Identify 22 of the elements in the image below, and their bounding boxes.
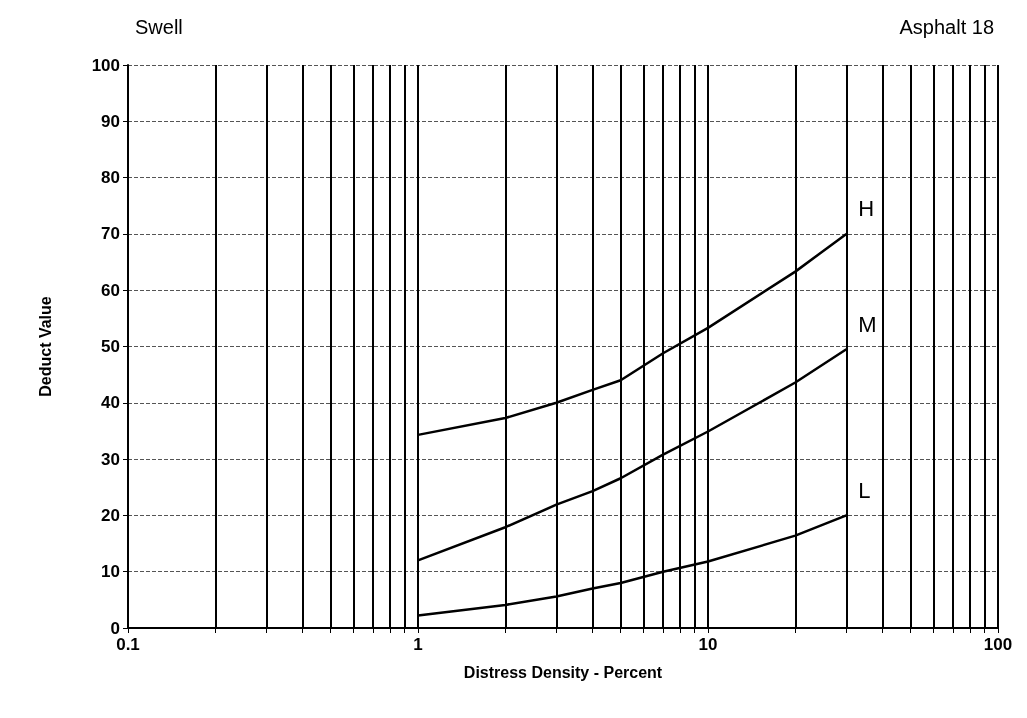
series-label: H	[858, 196, 875, 222]
y-tick-label: 30	[101, 449, 120, 469]
y-tick-label: 90	[101, 111, 120, 131]
y-tick-label: 100	[91, 55, 120, 75]
y-tick-label: 20	[101, 505, 120, 525]
y-tick-label: 0	[110, 618, 120, 638]
y-tick-label: 80	[101, 168, 120, 188]
y-tick-label: 70	[101, 224, 120, 244]
y-tick-label: 10	[101, 562, 120, 582]
x-tick-label: 0.1	[116, 635, 140, 654]
x-tick-label: 10	[698, 635, 718, 654]
y-tick-label: 50	[101, 337, 120, 356]
x-tick-label: 1	[413, 635, 423, 654]
series-label: M	[858, 311, 877, 337]
x-tick-label: 100	[983, 635, 1013, 654]
chart-title: Swell	[135, 16, 183, 38]
y-tick-label: 60	[101, 280, 120, 300]
y-axis-title: Deduct Value	[36, 296, 54, 397]
x-axis-title: Distress Density - Percent	[463, 663, 663, 681]
chart-subtitle: Asphalt 18	[899, 16, 994, 38]
series-label: L	[858, 477, 871, 503]
y-tick-label: 40	[101, 393, 120, 413]
